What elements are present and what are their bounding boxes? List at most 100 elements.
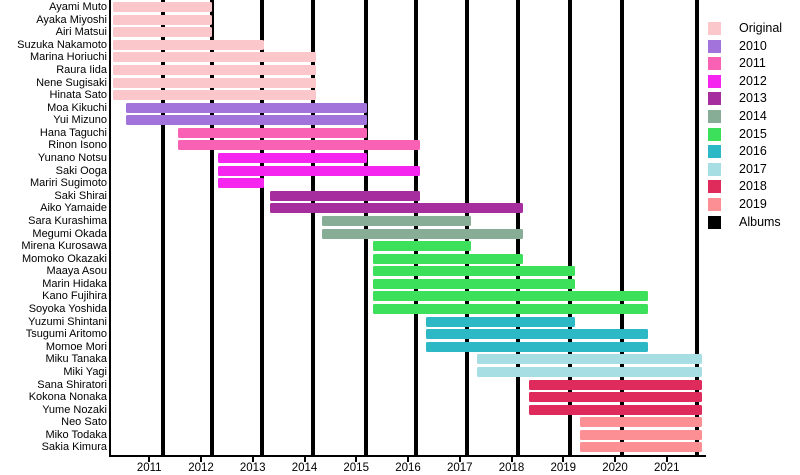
x-tick-label: 2021 [654,462,680,474]
legend-swatch-2011 [708,57,721,71]
album-line-3 [311,0,316,455]
member-label: Mariri Sugimoto [29,177,107,190]
legend-item-2013: 2013 [708,91,782,106]
member-bar [113,77,316,88]
member-bar [322,228,524,239]
x-tick-label: 2018 [498,462,525,474]
legend: Original 2010 2011 2012 2013 2014 2015 2016 2017… [708,22,782,233]
member-bar [177,127,367,138]
album-line-2 [260,0,265,455]
legend-swatch-2019 [708,197,721,211]
member-label: Marin Hidaka [42,277,107,290]
member-bar [373,253,524,264]
legend-label: 2011 [739,56,766,71]
member-bar [322,215,472,226]
legend-label: 2012 [739,73,767,88]
x-tick-label: 2019 [550,462,577,474]
member-bar [580,442,703,453]
legend-label: 2014 [739,108,767,123]
member-label: Yunano Notsu [37,152,107,164]
plot-area [113,0,703,455]
legend-swatch-2010 [708,39,721,53]
member-label: Megumi Okada [32,227,107,240]
legend-item-albums: Albums [708,214,782,229]
legend-item-2015: 2015 [708,127,782,141]
member-bar [269,203,524,214]
member-label: Moa Kikuchi [47,101,107,114]
member-bar [177,140,420,151]
member-label: Neo Sato [61,416,107,429]
legend-swatch-2012 [708,74,721,88]
legend-item-2014: 2014 [708,108,782,123]
member-bar [113,39,264,50]
album-line-9 [619,0,624,455]
legend-item-original: Original [708,22,782,35]
member-bar [425,329,649,340]
legend-swatch-2014 [708,109,721,123]
legend-item-2012: 2012 [708,73,782,88]
album-line-4 [364,0,369,455]
member-bar [373,266,575,277]
x-tick [458,457,461,462]
legend-label: 2017 [739,161,767,176]
member-bar [218,165,420,176]
member-label: Maaya Asou [46,265,107,278]
member-bar [373,241,472,252]
member-label: Saki Shirai [54,189,107,202]
legend-label: 2010 [739,38,767,53]
member-bar [528,392,703,403]
x-tick-label: 2020 [602,462,628,474]
member-bar [113,52,316,63]
member-bar [580,429,703,440]
x-tick-label: 2014 [291,462,318,474]
legend-item-2017: 2017 [708,161,782,176]
member-labels-column: Ayami Muto Ayaka Miyoshi Airi Matsui Suzuka… [0,0,107,455]
member-bar [476,366,703,377]
member-bar [476,354,703,365]
album-line-10 [694,0,699,455]
x-tick [148,457,151,462]
member-label: Kokona Nonaka [28,391,107,404]
member-label: Marina Horiuchi [29,51,107,64]
member-bar [373,291,649,302]
x-tick [407,457,409,462]
member-bar [125,115,367,126]
legend-swatch-original [708,22,721,35]
legend-item-2019: 2019 [708,197,782,211]
member-label: Saki Ooga [55,164,107,177]
x-tick-label: 2017 [447,462,473,474]
legend-swatch-2016 [708,145,721,159]
member-label: Aiko Yamaide [40,202,107,215]
x-tick [303,457,306,462]
legend-swatch-2017 [708,162,721,176]
x-tick [251,457,254,462]
member-bar [269,190,420,201]
member-label: Raura Iida [56,63,107,76]
member-bar [113,27,212,38]
member-label: Hana Taguchi [39,126,107,139]
legend-swatch-2013 [708,92,721,106]
member-label: Yuzumi Shintani [28,315,107,328]
legend-item-2016: 2016 [708,145,782,159]
legend-label: Albums [739,214,781,229]
member-bar [528,404,703,415]
member-bar [373,278,575,289]
legend-swatch-albums [708,215,721,229]
member-label: Hinata Sato [49,89,107,102]
legend-label: 2018 [739,179,767,194]
album-line-7 [515,0,520,455]
member-bar [113,90,316,101]
legend-item-2011: 2011 [708,56,782,71]
member-label: Kano Fujihira [42,290,107,303]
member-label: Sara Kurashima [28,214,107,227]
member-bar [528,379,703,390]
member-label: Ayami Muto [49,1,107,13]
member-label: Yui Mizuno [53,114,107,127]
member-label: Miko Todaka [45,428,107,441]
x-tick-label: 2012 [188,462,214,474]
legend-label: 2013 [739,91,767,106]
legend-swatch-2018 [708,180,721,194]
member-bar [113,2,212,12]
member-label: Miki Yagi [63,365,107,378]
